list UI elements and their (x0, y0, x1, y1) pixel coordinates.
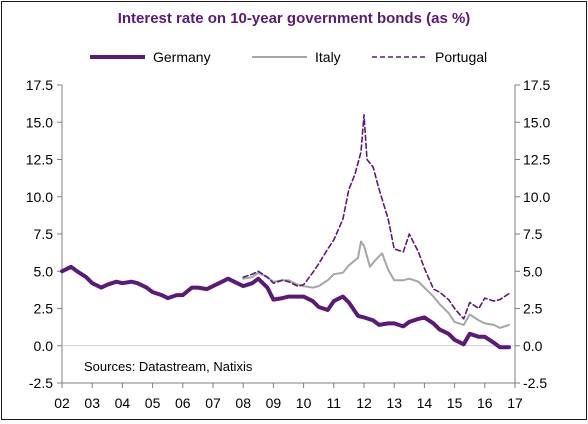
y-tick-right-label: 0.0 (523, 338, 543, 354)
y-tick-right-label: 17.5 (523, 77, 550, 93)
y-tick-right-label: 5.0 (523, 263, 543, 279)
legend-label-germany: Germany (153, 49, 211, 65)
x-tick-label: 08 (235, 395, 251, 411)
series-line-germany (60, 264, 511, 350)
x-tick-label: 06 (175, 395, 191, 411)
series-line-portugal (242, 114, 510, 320)
y-tick-right-label: 15.0 (523, 114, 550, 130)
series-layer (60, 114, 515, 350)
y-tick-right-label: 2.5 (523, 301, 543, 317)
x-tick-label: 14 (417, 395, 433, 411)
y-tick-left-label: 12.5 (26, 152, 53, 168)
legend-label-italy: Italy (315, 49, 341, 65)
y-tick-right-label: 10.0 (523, 189, 550, 205)
x-tick-label: 05 (145, 395, 161, 411)
y-tick-right-label: 7.5 (523, 226, 543, 242)
y-tick-right-label: 12.5 (523, 152, 550, 168)
x-tick-label: 07 (205, 395, 221, 411)
y-tick-left-label: 0.0 (34, 338, 54, 354)
x-tick-label: 13 (386, 395, 402, 411)
x-tick-label: 15 (447, 395, 463, 411)
x-tick-label: 03 (84, 395, 100, 411)
chart-title: Interest rate on 10-year government bond… (118, 10, 471, 27)
y-tick-left-label: -2.5 (29, 375, 53, 391)
y-tick-left-label: 7.5 (34, 226, 54, 242)
legend-label-portugal: Portugal (435, 49, 487, 65)
y-tick-left-label: 5.0 (34, 263, 54, 279)
x-axis-ticks: 02 03 04 05 06 07 08 09 10 11 12 13 14 15 16 17 (54, 383, 523, 411)
y-tick-left-label: 17.5 (26, 77, 53, 93)
x-tick-label: 02 (54, 395, 70, 411)
x-tick-label: 17 (507, 395, 523, 411)
x-tick-label: 12 (356, 395, 372, 411)
x-tick-label: 04 (115, 395, 131, 411)
x-tick-label: 10 (296, 395, 312, 411)
y-tick-right-label: -2.5 (523, 375, 547, 391)
line-chart: Interest rate on 10-year government bond… (26, 10, 551, 411)
y-axis-right: 17.5 15.0 12.5 10.0 7.5 5.0 2.5 0.0 -2.5 (515, 77, 550, 391)
x-tick-label: 11 (327, 395, 342, 411)
series-line-italy (242, 240, 510, 329)
x-tick-label: 16 (477, 395, 493, 411)
source-note: Sources: Datastream, Natixis (84, 359, 253, 374)
x-tick-label: 09 (266, 395, 282, 411)
legend: Germany Italy Portugal (90, 49, 487, 65)
y-tick-left-label: 10.0 (26, 189, 53, 205)
y-axis-left: 17.5 15.0 12.5 10.0 7.5 5.0 2.5 0.0 -2.5 (26, 77, 62, 391)
y-tick-left-label: 15.0 (26, 114, 53, 130)
y-tick-left-label: 2.5 (34, 301, 54, 317)
